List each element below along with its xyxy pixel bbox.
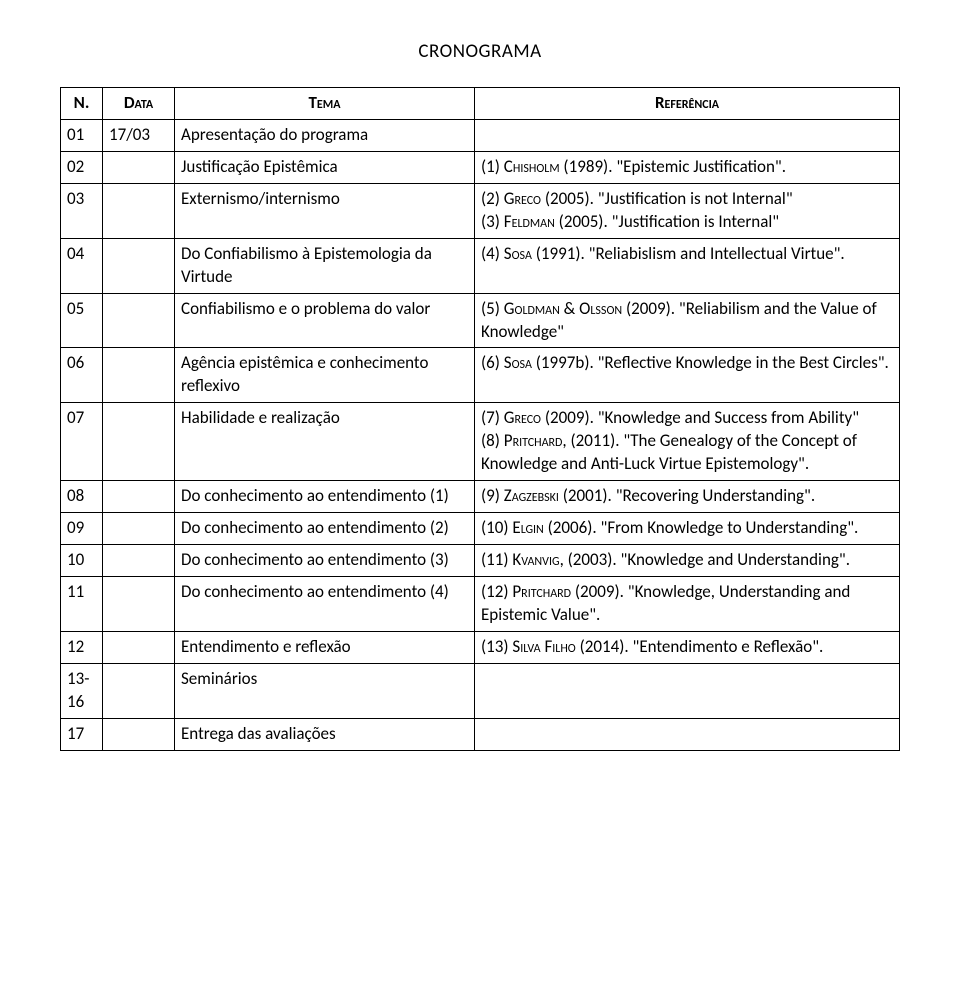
header-data: Data <box>103 88 175 120</box>
cell-n: 11 <box>61 576 103 631</box>
table-row: 0117/03Apresentação do programa <box>61 119 900 151</box>
cell-ref: (2) Greco (2005). "Justification is not … <box>475 183 900 238</box>
cell-data <box>103 663 175 718</box>
cell-tema: Habilidade e realização <box>175 403 475 481</box>
table-body: 0117/03Apresentação do programa02Justifi… <box>61 119 900 750</box>
cell-tema: Do conhecimento ao entendimento (4) <box>175 576 475 631</box>
cell-ref <box>475 663 900 718</box>
header-n: N. <box>61 88 103 120</box>
cell-data <box>103 545 175 577</box>
cell-data <box>103 481 175 513</box>
cell-tema: Confiabilismo e o problema do valor <box>175 293 475 348</box>
cell-n: 10 <box>61 545 103 577</box>
cell-ref: (10) Elgin (2006). "From Knowledge to Un… <box>475 513 900 545</box>
cell-n: 08 <box>61 481 103 513</box>
cell-ref <box>475 718 900 750</box>
cell-ref: (12) Pritchard (2009). "Knowledge, Under… <box>475 576 900 631</box>
table-row: 02 Justificação Epistêmica(1) Chisholm (1… <box>61 151 900 183</box>
cell-tema: Apresentação do programa <box>175 119 475 151</box>
cell-tema: Do conhecimento ao entendimento (1) <box>175 481 475 513</box>
cell-tema: Do Confiabilismo à Epistemologia da Virt… <box>175 238 475 293</box>
cell-n: 12 <box>61 631 103 663</box>
table-row: 12 Entendimento e reflexão(13) Silva Filh… <box>61 631 900 663</box>
cell-n: 17 <box>61 718 103 750</box>
schedule-table: N. Data Tema Referência 0117/03Apresenta… <box>60 87 900 751</box>
cell-n: 01 <box>61 119 103 151</box>
table-row: 11 Do conhecimento ao entendimento (4)(12… <box>61 576 900 631</box>
cell-data <box>103 403 175 481</box>
cell-data <box>103 576 175 631</box>
cell-n: 09 <box>61 513 103 545</box>
cell-n: 06 <box>61 348 103 403</box>
cell-ref: (6) Sosa (1997b). "Reflective Knowledge … <box>475 348 900 403</box>
table-row: 17 Entrega das avaliações <box>61 718 900 750</box>
table-row: 05 Confiabilismo e o problema do valor(5)… <box>61 293 900 348</box>
cell-data <box>103 293 175 348</box>
page-title: CRONOGRAMA <box>60 40 900 63</box>
cell-tema: Entrega das avaliações <box>175 718 475 750</box>
table-header-row: N. Data Tema Referência <box>61 88 900 120</box>
cell-n: 07 <box>61 403 103 481</box>
cell-data <box>103 151 175 183</box>
cell-tema: Agência epistêmica e conhecimento reflex… <box>175 348 475 403</box>
header-tema: Tema <box>175 88 475 120</box>
cell-n: 03 <box>61 183 103 238</box>
table-row: 04 Do Confiabilismo à Epistemologia da Vi… <box>61 238 900 293</box>
cell-ref: (9) Zagzebski (2001). "Recovering Unders… <box>475 481 900 513</box>
table-row: 03 Externismo/internismo(2) Greco (2005).… <box>61 183 900 238</box>
cell-data <box>103 513 175 545</box>
header-ref: Referência <box>475 88 900 120</box>
cell-ref: (4) Sosa (1991). "Reliabislism and Intel… <box>475 238 900 293</box>
cell-n: 05 <box>61 293 103 348</box>
table-row: 07 Habilidade e realização(7) Greco (2009… <box>61 403 900 481</box>
cell-ref: (5) Goldman & Olsson (2009). "Reliabilis… <box>475 293 900 348</box>
cell-tema: Do conhecimento ao entendimento (3) <box>175 545 475 577</box>
cell-tema: Do conhecimento ao entendimento (2) <box>175 513 475 545</box>
table-row: 08 Do conhecimento ao entendimento (1)(9)… <box>61 481 900 513</box>
cell-tema: Seminários <box>175 663 475 718</box>
cell-ref <box>475 119 900 151</box>
cell-data <box>103 631 175 663</box>
table-row: 09 Do conhecimento ao entendimento (2)(10… <box>61 513 900 545</box>
cell-tema: Entendimento e reflexão <box>175 631 475 663</box>
cell-n: 04 <box>61 238 103 293</box>
cell-tema: Justificação Epistêmica <box>175 151 475 183</box>
cell-data <box>103 348 175 403</box>
table-row: 06 Agência epistêmica e conhecimento refl… <box>61 348 900 403</box>
cell-ref: (11) Kvanvig, (2003). "Knowledge and Und… <box>475 545 900 577</box>
cell-data <box>103 183 175 238</box>
table-row: 13-16 Seminários <box>61 663 900 718</box>
cell-n: 13-16 <box>61 663 103 718</box>
table-row: 10 Do conhecimento ao entendimento (3)(11… <box>61 545 900 577</box>
cell-ref: (7) Greco (2009). "Knowledge and Success… <box>475 403 900 481</box>
cell-ref: (1) Chisholm (1989). "Epistemic Justific… <box>475 151 900 183</box>
cell-tema: Externismo/internismo <box>175 183 475 238</box>
cell-data: 17/03 <box>103 119 175 151</box>
cell-data <box>103 238 175 293</box>
cell-ref: (13) Silva Filho (2014). "Entendimento e… <box>475 631 900 663</box>
cell-data <box>103 718 175 750</box>
cell-n: 02 <box>61 151 103 183</box>
